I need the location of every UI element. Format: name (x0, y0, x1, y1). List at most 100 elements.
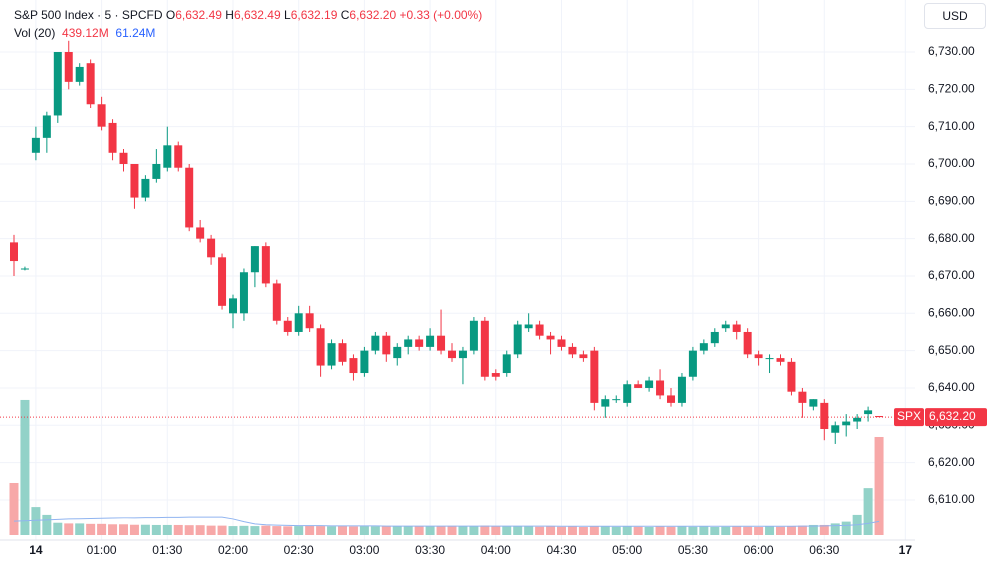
volume-bar (589, 526, 599, 535)
o-value: 6,632.49 (175, 8, 222, 22)
candle-body (513, 324, 522, 355)
volume-bar (447, 525, 457, 535)
volume-bar (808, 524, 818, 535)
vol-ma-value: 61.24M (115, 26, 156, 40)
candle-body (229, 298, 237, 314)
volume-bar (381, 525, 391, 535)
candle-body (10, 242, 18, 262)
candle-body (765, 358, 774, 360)
candle-body (601, 399, 610, 407)
volume-bar (863, 488, 873, 535)
candle-body (53, 51, 62, 116)
price-tag-label: 6,632.20 (929, 409, 976, 423)
candle-body (458, 350, 467, 359)
x-tick-label: 04:30 (546, 543, 576, 557)
candle-body (119, 152, 128, 164)
candle-body (524, 324, 533, 329)
candle-body (590, 350, 599, 403)
volume-bar (97, 523, 107, 535)
vol-label: Vol (20) (14, 26, 56, 40)
candle-body (699, 343, 708, 351)
x-tick-label: 02:00 (218, 543, 248, 557)
volume-bar (42, 514, 52, 535)
volume-bar (830, 523, 840, 535)
volume-bar (425, 526, 435, 535)
y-tick-label: 6,660.00 (928, 305, 975, 319)
candle-body (568, 346, 577, 355)
volume-bar (765, 526, 775, 535)
volume-bar (31, 507, 41, 535)
candle-body (152, 163, 161, 179)
volume-bar (217, 525, 227, 535)
volume-bar (622, 526, 632, 535)
volume-bar (392, 526, 402, 535)
x-tick-label: 02:30 (284, 543, 314, 557)
symbol: S&P 500 Index · 5 · SPCFD (14, 8, 163, 22)
x-tick-label: 17 (899, 543, 913, 557)
candle-body (64, 51, 73, 82)
x-tick-label: 03:30 (415, 543, 445, 557)
candle-body (218, 257, 227, 306)
candle-body (316, 328, 325, 366)
volume-bar (600, 526, 610, 535)
candle-body (853, 417, 862, 422)
candle-body (557, 339, 566, 347)
volume-bar (20, 399, 30, 535)
candle-body (743, 331, 752, 355)
candle-body (426, 335, 435, 347)
vol-value: 439.12M (62, 26, 109, 40)
currency-button[interactable]: USD (924, 3, 986, 29)
candle-body (623, 384, 632, 403)
candle-body (842, 421, 851, 426)
candle-body (634, 384, 643, 388)
volume-bar (338, 526, 347, 535)
volume-bar (469, 526, 479, 535)
volume-bar (162, 524, 172, 535)
volume-bar (776, 526, 785, 535)
candle-body (207, 238, 216, 258)
candle-body (667, 395, 675, 403)
candle-body (31, 137, 40, 153)
volume-bar (743, 526, 753, 535)
candle-body (294, 313, 303, 332)
volume-bar (513, 526, 523, 535)
volume-bar (206, 525, 216, 535)
candle-body (448, 350, 456, 359)
candle-body (688, 350, 697, 377)
candle-body (349, 358, 358, 374)
candle-body (677, 376, 686, 403)
volume-bar (710, 526, 720, 535)
volume-bar (108, 524, 118, 535)
volume-bar (732, 526, 742, 535)
volume-bar (546, 526, 556, 535)
volume-bar (491, 526, 501, 535)
o-label: O (165, 8, 176, 22)
volume-bar (140, 524, 150, 535)
volume-bar (239, 525, 249, 535)
candle-body (360, 350, 369, 374)
c-value: 6,632.20 (349, 8, 397, 22)
volume-bar (535, 526, 545, 535)
volume-bar (458, 526, 468, 535)
candle-body (20, 268, 29, 270)
volume-bar (359, 526, 369, 535)
x-tick-label: 04:00 (481, 543, 511, 557)
h-value: 6,632.49 (233, 8, 281, 22)
volume-bar (316, 526, 326, 535)
volume-bar (9, 482, 19, 535)
candle-body (864, 410, 873, 415)
l-label: L (284, 8, 291, 22)
candle-body (732, 324, 741, 332)
price-tag-symbol: SPX (897, 409, 921, 423)
y-tick-label: 6,680.00 (928, 231, 975, 245)
y-tick-label: 6,690.00 (928, 193, 975, 207)
volume-bar (250, 526, 260, 535)
candle-body (612, 399, 621, 401)
volume-bar (173, 524, 183, 535)
ohlc-row: S&P 500 Index · 5 · SPCFD O6,632.49 H6,6… (14, 6, 482, 24)
candle-body (546, 335, 555, 340)
y-tick-label: 6,610.00 (928, 492, 975, 506)
candle-body (754, 354, 763, 359)
volume-bar (666, 526, 676, 535)
x-tick-label: 05:00 (612, 543, 642, 557)
